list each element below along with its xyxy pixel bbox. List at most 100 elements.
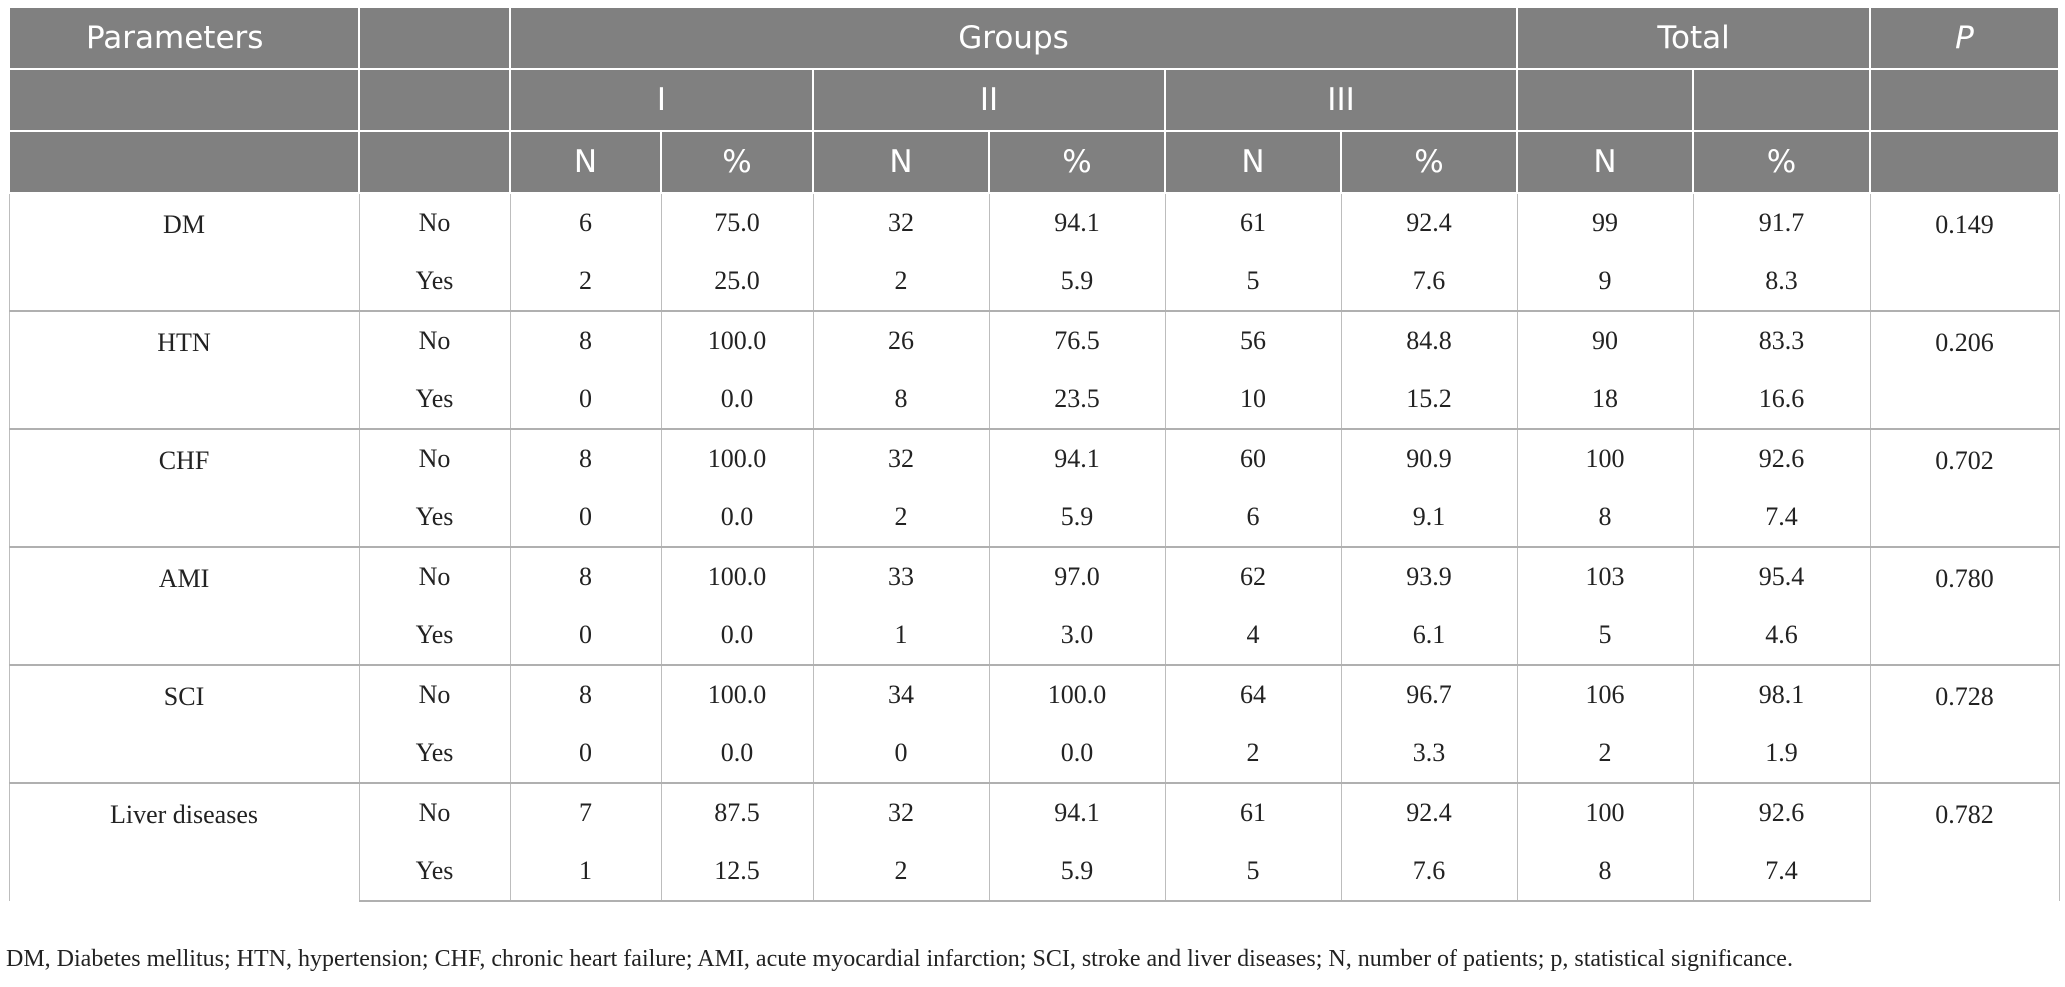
- row-parameter: Liver diseases: [8, 782, 360, 901]
- cell-count: 103: [1516, 546, 1694, 606]
- row-p-value: 0.782: [1869, 782, 2060, 901]
- header-blank: [1516, 68, 1695, 132]
- cell-count: 61: [1164, 192, 1342, 252]
- row-sub-label: No: [358, 664, 511, 724]
- header-row-2: I II III: [8, 68, 2061, 132]
- cell-percent: 5.9: [988, 488, 1166, 548]
- header-n: N: [1516, 130, 1695, 194]
- cell-percent: 96.7: [1340, 664, 1518, 724]
- cell-count: 32: [812, 782, 990, 842]
- table-row: SCI No 8 100.0 34 100.0 64 96.7 106 98.1 0.728: [8, 664, 2060, 783]
- cell-count: 8: [509, 428, 662, 488]
- cell-percent: 8.3: [1692, 252, 1871, 312]
- row-parameter: HTN: [8, 310, 360, 429]
- table-row: CHF No 8 100.0 32 94.1 60 90.9 100 92.6 0.702: [8, 428, 2060, 547]
- cell-percent: 93.9: [1340, 546, 1518, 606]
- cell-count: 26: [812, 310, 990, 370]
- header-row-1: Parameters Groups Total P: [8, 6, 2061, 70]
- cell-percent: 100.0: [988, 664, 1166, 724]
- cell-percent: 9.1: [1340, 488, 1518, 548]
- cell-count: 33: [812, 546, 990, 606]
- header-n: N: [1164, 130, 1342, 194]
- cell-count: 62: [1164, 546, 1342, 606]
- row-parameter: DM: [8, 192, 360, 311]
- cell-percent: 7.4: [1692, 842, 1871, 902]
- cell-percent: 0.0: [988, 724, 1166, 784]
- cell-count: 18: [1516, 370, 1694, 430]
- cell-count: 2: [812, 488, 990, 548]
- header-group-i: I: [509, 68, 814, 132]
- cell-percent: 100.0: [660, 310, 814, 370]
- cell-count: 8: [509, 546, 662, 606]
- cell-percent: 12.5: [660, 842, 814, 902]
- table-row: DM No 6 75.0 32 94.1 61 92.4 99 91.7 0.149: [8, 192, 2060, 311]
- cell-percent: 92.4: [1340, 192, 1518, 252]
- cell-percent: 100.0: [660, 428, 814, 488]
- cell-percent: 6.1: [1340, 606, 1518, 666]
- table-container: Parameters Groups Total P I II III N: [8, 6, 2061, 902]
- cell-count: 1: [812, 606, 990, 666]
- cell-count: 5: [1164, 252, 1342, 312]
- header-pct: %: [988, 130, 1166, 194]
- cell-count: 100: [1516, 428, 1694, 488]
- cell-count: 2: [812, 252, 990, 312]
- comorbidity-table: Parameters Groups Total P I II III N: [8, 6, 2061, 902]
- header-blank: [1869, 130, 2061, 194]
- header-group-ii: II: [812, 68, 1166, 132]
- cell-count: 4: [1164, 606, 1342, 666]
- row-p-value: 0.702: [1869, 428, 2060, 547]
- cell-percent: 0.0: [660, 606, 814, 666]
- cell-count: 9: [1516, 252, 1694, 312]
- cell-count: 99: [1516, 192, 1694, 252]
- header-parameters: Parameters: [8, 6, 360, 70]
- cell-count: 6: [509, 192, 662, 252]
- cell-percent: 7.4: [1692, 488, 1871, 548]
- row-p-value: 0.149: [1869, 192, 2060, 311]
- header-pct: %: [1339, 130, 1519, 194]
- cell-count: 1: [509, 842, 662, 902]
- row-parameter: AMI: [8, 546, 360, 665]
- table-row: Yes 0 0.0 8 23.5 10 15.2 18 16.6: [9, 370, 2059, 430]
- cell-percent: 94.1: [988, 782, 1166, 842]
- header-pct: %: [660, 130, 814, 194]
- cell-count: 32: [812, 428, 990, 488]
- header-blank: [1869, 68, 2061, 132]
- cell-percent: 5.9: [988, 842, 1166, 902]
- table-row: Yes 1 12.5 2 5.9 5 7.6 8 7.4: [9, 842, 2059, 902]
- row-sub-label: Yes: [358, 488, 511, 548]
- table-row: Yes 0 0.0 0 0.0 2 3.3 2 1.9: [9, 724, 2059, 784]
- cell-count: 106: [1516, 664, 1694, 724]
- cell-count: 2: [812, 842, 990, 902]
- cell-percent: 83.3: [1692, 310, 1871, 370]
- row-p-value: 0.780: [1869, 546, 2060, 665]
- cell-percent: 97.0: [988, 546, 1166, 606]
- cell-percent: 94.1: [988, 192, 1166, 252]
- row-sub-label: Yes: [358, 724, 511, 784]
- cell-count: 0: [812, 724, 990, 784]
- cell-percent: 7.6: [1340, 252, 1518, 312]
- row-sub-label: No: [358, 310, 511, 370]
- cell-percent: 100.0: [660, 546, 814, 606]
- cell-count: 6: [1164, 488, 1342, 548]
- header-n: N: [812, 130, 990, 194]
- cell-percent: 1.9: [1692, 724, 1871, 784]
- cell-percent: 15.2: [1340, 370, 1518, 430]
- cell-percent: 25.0: [660, 252, 814, 312]
- cell-count: 61: [1164, 782, 1342, 842]
- header-blank: [1692, 68, 1872, 132]
- cell-percent: 76.5: [988, 310, 1166, 370]
- cell-count: 5: [1164, 842, 1342, 902]
- row-sub-label: No: [358, 428, 511, 488]
- cell-percent: 23.5: [988, 370, 1166, 430]
- header-blank: [8, 130, 360, 194]
- cell-percent: 0.0: [660, 724, 814, 784]
- cell-count: 100: [1516, 782, 1694, 842]
- cell-percent: 92.6: [1692, 782, 1871, 842]
- header-blank: [358, 130, 511, 194]
- cell-percent: 95.4: [1692, 546, 1871, 606]
- header-total: Total: [1516, 6, 1872, 70]
- cell-count: 34: [812, 664, 990, 724]
- cell-percent: 16.6: [1692, 370, 1871, 430]
- header-row-3: N % N % N % N %: [8, 130, 2061, 194]
- table-row: HTN No 8 100.0 26 76.5 56 84.8 90 83.3 0.206: [8, 310, 2060, 429]
